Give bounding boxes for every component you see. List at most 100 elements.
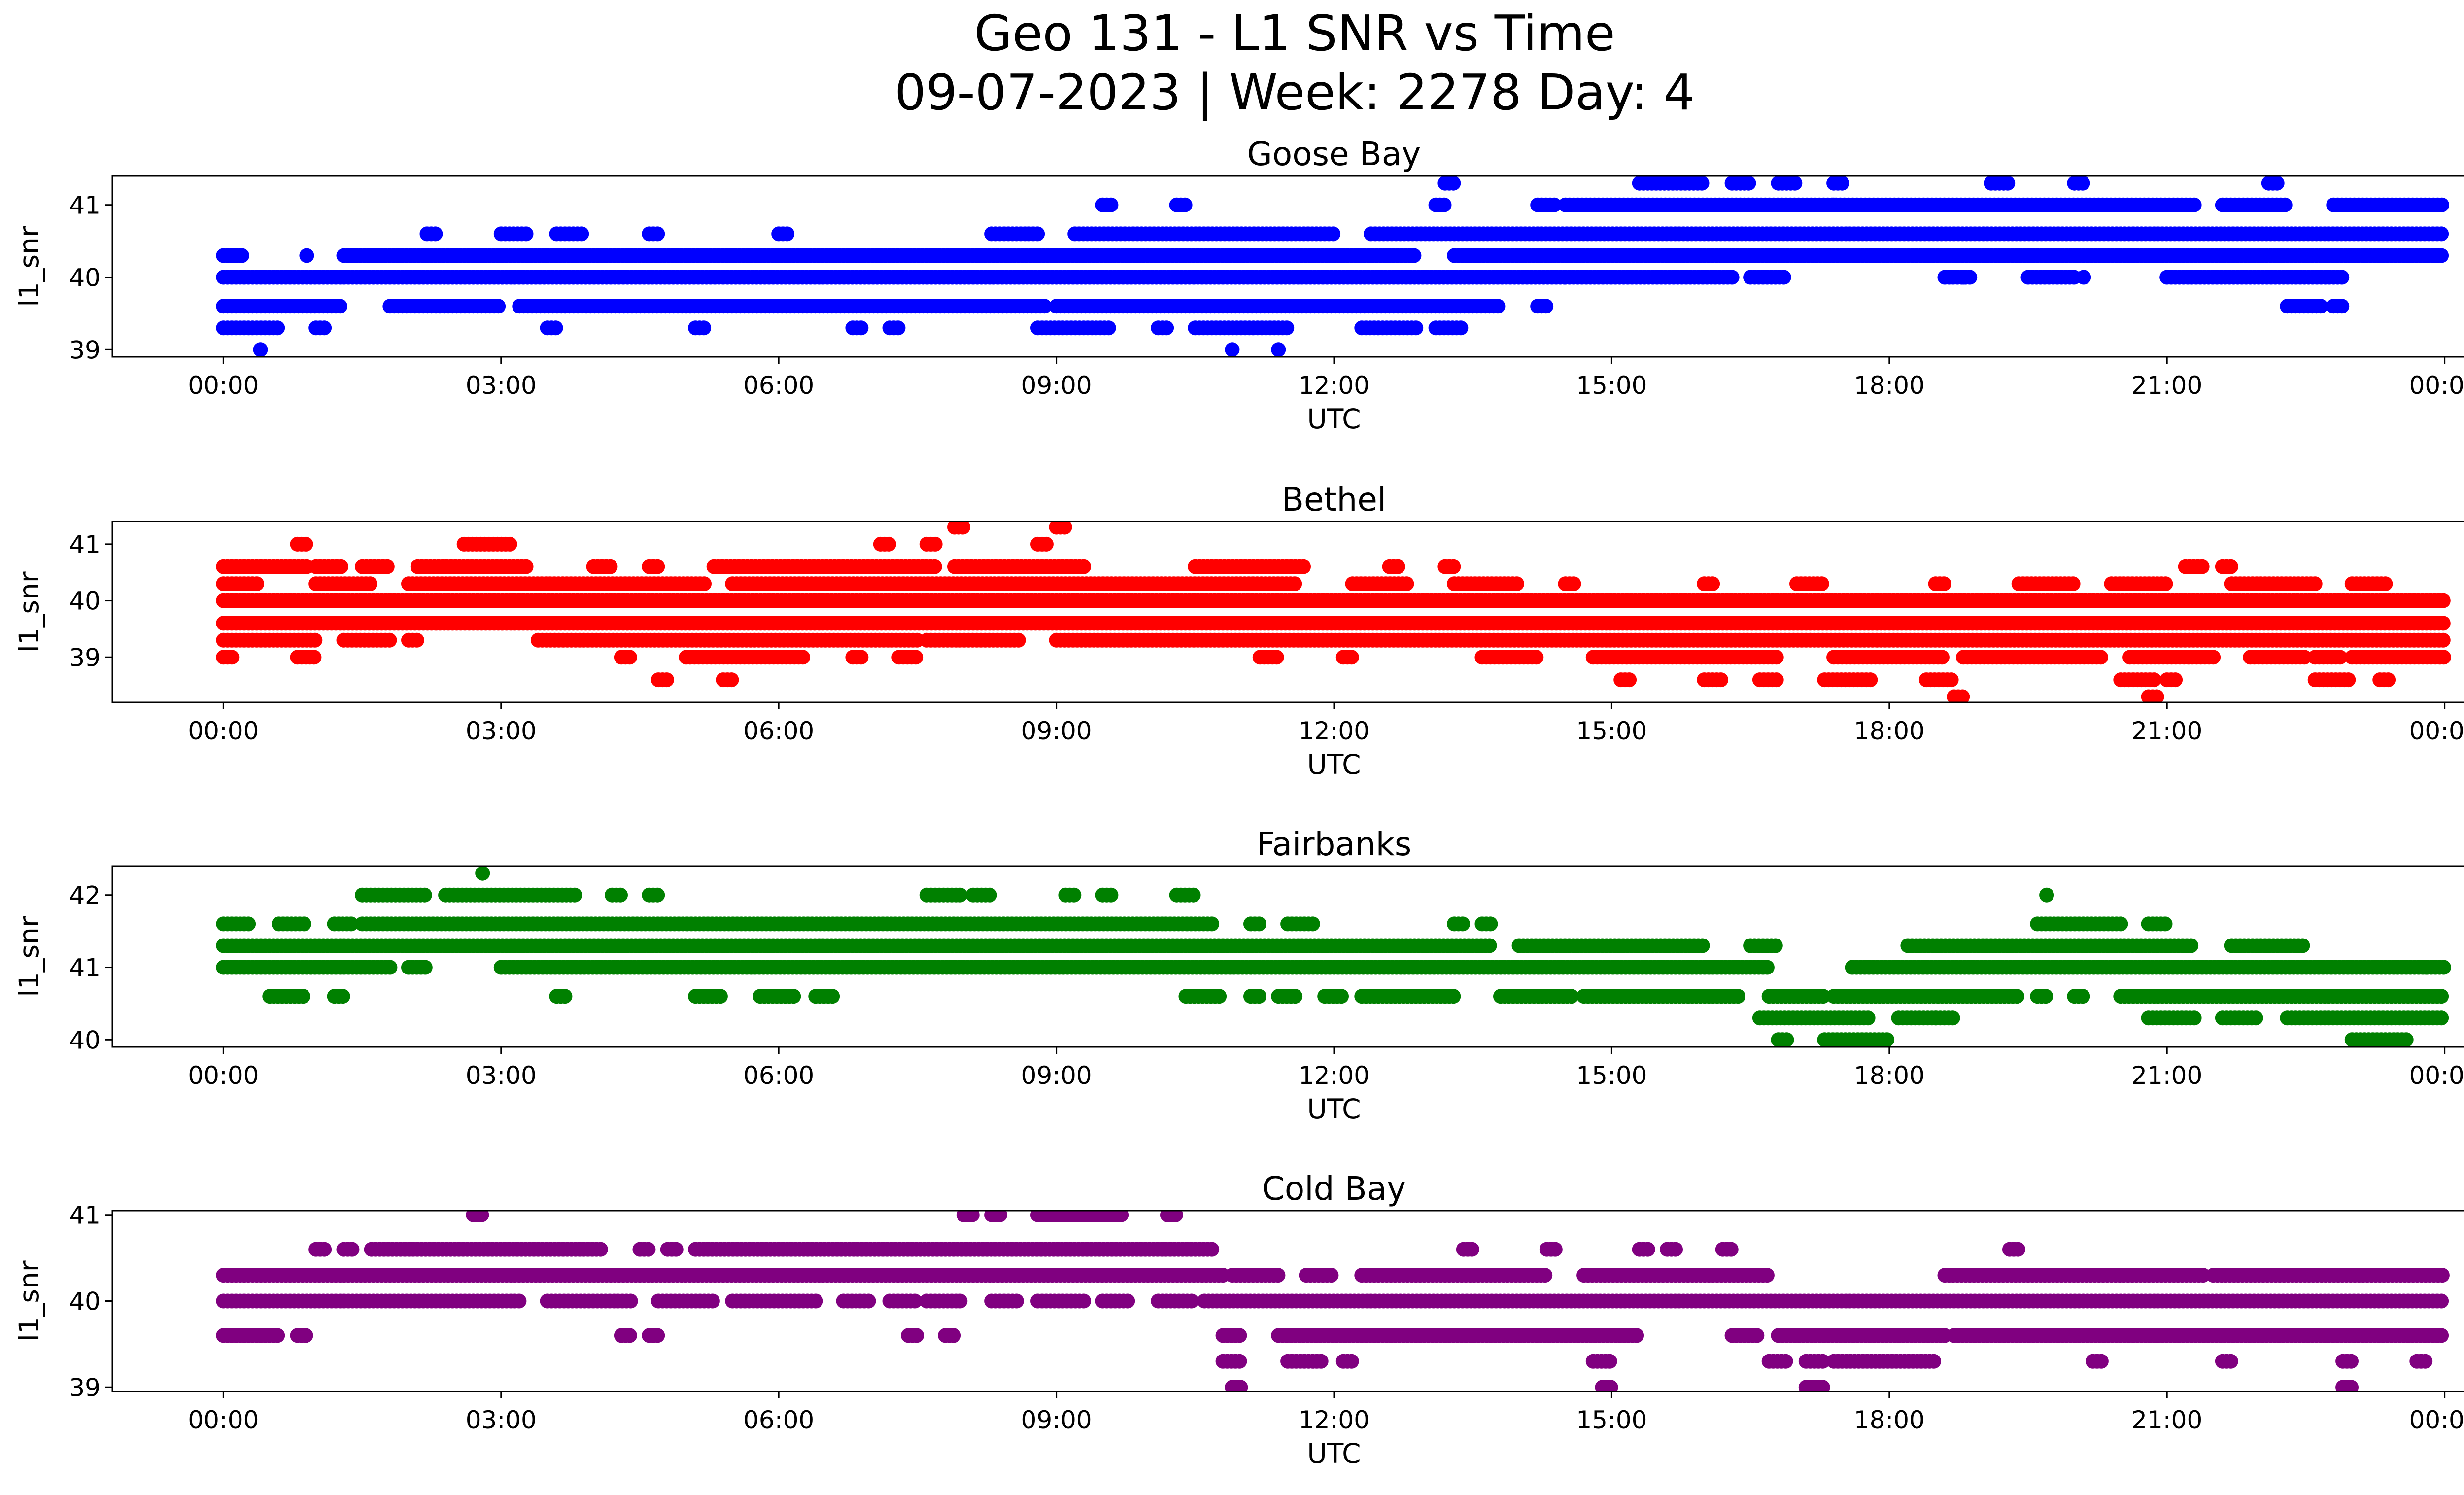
data-point [1713, 672, 1728, 688]
x-tick-label: 15:00 [1576, 717, 1647, 745]
data-point [1057, 522, 1072, 535]
data-point [2434, 226, 2449, 242]
data-point [1011, 632, 1026, 648]
data-point [1225, 342, 1240, 357]
data-point [1566, 576, 1581, 591]
y-tick-label: 41 [69, 191, 101, 220]
y-axis-label: l1_snr [13, 226, 45, 307]
data-point [2436, 650, 2451, 665]
data-point [1705, 576, 1720, 591]
data-point [1547, 197, 1562, 212]
data-point [1453, 320, 1469, 336]
data-point [1437, 197, 1452, 212]
x-tick-label: 15:00 [1576, 371, 1647, 400]
data-point [854, 320, 869, 336]
data-point [2158, 576, 2173, 591]
data-points [216, 176, 2449, 357]
data-point [518, 559, 534, 574]
data-point [2149, 689, 2164, 702]
data-point [317, 320, 332, 336]
data-point [1539, 299, 1554, 314]
data-point [908, 650, 924, 665]
data-point [1038, 536, 1054, 552]
data-point [881, 536, 896, 552]
data-point [1694, 176, 1710, 191]
data-point [927, 536, 943, 552]
data-point [1399, 576, 1414, 591]
x-tick-label: 21:00 [2131, 717, 2202, 745]
y-tick-label: 41 [69, 530, 101, 559]
x-tick-label: 00:00 [188, 371, 259, 400]
data-point [333, 559, 348, 574]
data-point [2146, 672, 2161, 688]
data-point [299, 248, 314, 263]
data-point [659, 672, 674, 688]
data-point [1177, 197, 1193, 212]
data-point [2223, 559, 2238, 574]
data-point [1622, 672, 1637, 688]
data-point [2297, 650, 2312, 665]
data-point [1936, 576, 1951, 591]
x-tick-label: 12:00 [1299, 717, 1369, 745]
data-point [518, 226, 534, 242]
data-point [307, 650, 322, 665]
x-tick-label: 06:00 [743, 717, 814, 745]
data-point [1271, 342, 1286, 357]
data-point [1446, 559, 1461, 574]
y-tick-label: 39 [69, 336, 101, 364]
data-point [1269, 650, 1284, 665]
data-point [724, 672, 739, 688]
data-point [548, 320, 563, 336]
data-point [382, 960, 398, 975]
data-point [854, 650, 869, 665]
data-point [1776, 270, 1791, 285]
data-point [1724, 270, 1740, 285]
data-point [2334, 270, 2350, 285]
data-point [2378, 576, 2393, 591]
data-point [417, 960, 433, 975]
data-point [1826, 197, 1842, 212]
data-point [1482, 938, 1497, 953]
data-point [1103, 197, 1119, 212]
data-point [697, 576, 712, 591]
data-point [298, 536, 313, 552]
data-point [1955, 689, 1970, 702]
data-point [650, 559, 665, 574]
data-point [2435, 616, 2451, 631]
subplot-title: Goose Bay [1247, 135, 1421, 173]
data-point [363, 576, 377, 591]
x-tick-label: 09:00 [1021, 371, 1092, 400]
data-point [574, 226, 589, 242]
data-point [1529, 650, 1544, 665]
data-point [1344, 650, 1359, 665]
data-point [2075, 176, 2090, 191]
data-point [2093, 650, 2108, 665]
data-point [1863, 672, 1878, 688]
x-tick-label: 00:00 [2409, 717, 2464, 745]
data-point [1287, 576, 1302, 591]
data-point [2341, 672, 2356, 688]
subplot-title: Bethel [1282, 481, 1387, 519]
data-point [1695, 938, 1710, 953]
data-point [2435, 593, 2451, 608]
x-tick-label: 06:00 [743, 371, 814, 400]
figure-title-line1: Geo 131 - L1 SNR vs Time [974, 4, 1615, 62]
x-tick-label: 18:00 [1854, 371, 1925, 400]
data-point [1787, 176, 1803, 191]
data-point [1037, 299, 1052, 314]
data-point [249, 576, 264, 591]
data-point [1159, 320, 1174, 336]
data-point [780, 226, 795, 242]
data-point [2295, 938, 2310, 953]
x-axis-label: UTC [1307, 749, 1361, 780]
data-point [890, 320, 906, 336]
x-tick-label: 18:00 [1854, 717, 1925, 745]
data-point [270, 320, 285, 336]
data-point [1768, 938, 1783, 953]
x-axis-label: UTC [1307, 403, 1361, 435]
data-point [2332, 650, 2348, 665]
